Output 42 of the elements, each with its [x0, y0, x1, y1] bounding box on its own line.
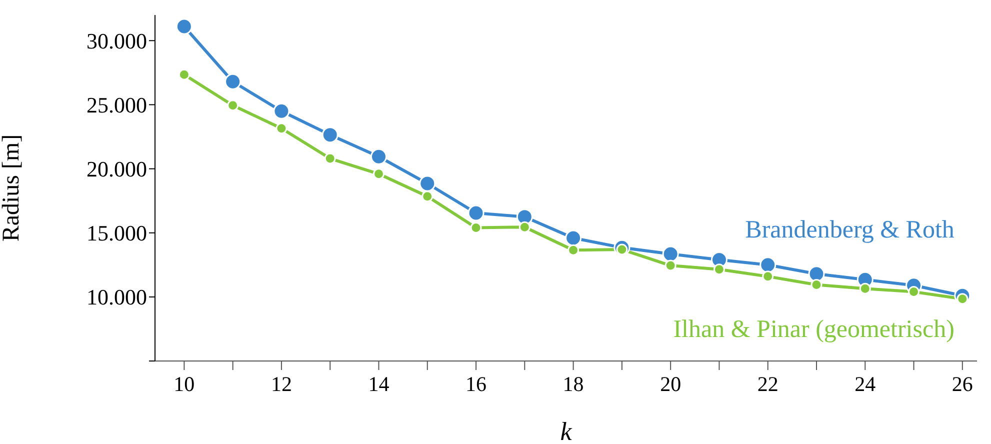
point [322, 126, 338, 144]
point [372, 168, 384, 180]
series-label: Ilhan & Pinar (geometrisch) [673, 316, 954, 343]
point [664, 260, 676, 272]
point [859, 282, 871, 294]
x-tick-label: 10 [174, 372, 195, 396]
point [956, 293, 968, 305]
point [224, 73, 242, 90]
x-tick-label: 22 [757, 372, 778, 396]
point [273, 102, 290, 120]
point [468, 204, 484, 222]
x-tick-label: 24 [854, 372, 876, 396]
point [227, 100, 239, 112]
y-tick-label: 30.000 [86, 28, 147, 54]
point [176, 18, 192, 35]
point [324, 152, 336, 164]
point [568, 244, 580, 256]
x-axis-title: k [560, 417, 572, 444]
x-tick-label: 26 [952, 372, 973, 396]
point [419, 175, 436, 192]
series-label: Brandenberg & Roth [745, 216, 955, 244]
point [422, 190, 434, 202]
point [565, 230, 582, 246]
point [370, 148, 387, 165]
y-tick-label: 25.000 [86, 92, 147, 118]
point [810, 279, 822, 290]
x-tick-label: 14 [368, 372, 390, 396]
y-axis-title: Radius [m] [0, 134, 25, 242]
x-tick-label: 16 [466, 372, 487, 396]
x-tick-label: 12 [270, 372, 292, 396]
x-tick-label: 20 [660, 372, 682, 396]
point [178, 68, 190, 80]
point [662, 246, 679, 262]
x-tick-label: 18 [562, 372, 584, 396]
y-tick-label: 15.000 [86, 220, 147, 246]
point [762, 270, 774, 282]
y-tick-label: 20.000 [86, 156, 147, 182]
point [713, 264, 725, 276]
point [760, 256, 776, 274]
y-tick-label: 10.000 [86, 284, 147, 310]
point [276, 122, 288, 134]
point [518, 221, 530, 233]
